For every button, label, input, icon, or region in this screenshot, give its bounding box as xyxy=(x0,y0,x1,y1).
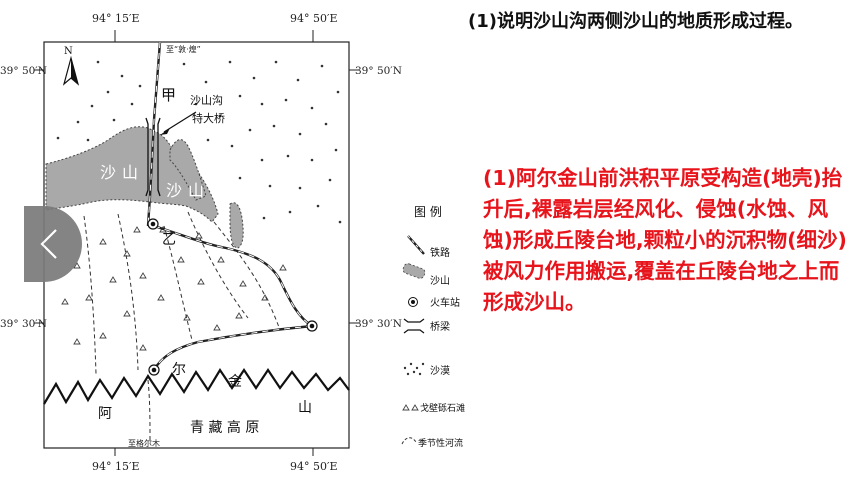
answer-text: (1)阿尔金山前洪积平原受构造(地壳)抬升后,裸露岩层经风化、侵蚀(水蚀、风蚀)… xyxy=(483,166,847,314)
sandhill-area xyxy=(45,126,219,223)
legend-gobi-icon xyxy=(402,404,419,411)
seasonal-rivers xyxy=(83,211,281,441)
question-text: (1)说明沙山沟两侧沙山的地质形成过程。 xyxy=(468,11,803,32)
mountain-label-2: 尔 xyxy=(172,362,186,378)
lon-bottom-left: 94° 15′E xyxy=(92,460,140,473)
legend-desert: 沙漠 xyxy=(430,365,450,377)
geologic-map: 94° 15′E 94° 50′E 94° 15′E 94° 50′E 39° … xyxy=(0,12,465,473)
bridge-label-2: 特大桥 xyxy=(192,111,225,125)
legend-bridge: 桥梁 xyxy=(430,320,450,333)
legend-railway: 铁路 xyxy=(430,246,450,259)
mountain-label-1: 阿 xyxy=(98,406,112,422)
legend-river-icon xyxy=(401,437,417,445)
route-to-golmud: 至格尔木 xyxy=(128,438,160,448)
legend-gobi: 戈壁砾石滩 xyxy=(420,402,465,414)
gobi-marks xyxy=(61,226,287,351)
mountain-ridge xyxy=(43,367,350,405)
bridge-label-1: 沙山沟 xyxy=(190,94,223,107)
legend-river: 季节性河流 xyxy=(418,437,463,449)
legend-station-icon xyxy=(408,297,418,307)
north-arrow-icon xyxy=(62,55,80,86)
north-label: N xyxy=(64,46,73,57)
lon-bottom-right: 94° 50′E xyxy=(290,460,338,473)
legend-sandhill: 沙山 xyxy=(430,275,450,287)
legend-station: 火车站 xyxy=(430,296,460,309)
plateau-label: 青 藏 高 原 xyxy=(190,419,259,436)
lat-top-left: 39° 50′N xyxy=(0,65,47,77)
sand-label-2: 山 xyxy=(122,163,138,182)
mountain-label-3: 金 xyxy=(228,374,242,390)
sand-label-3: 沙 xyxy=(166,181,182,200)
legend-title: 图 例 xyxy=(414,205,442,219)
sandhill-small xyxy=(229,202,244,249)
previous-button[interactable] xyxy=(24,206,82,282)
station-yi xyxy=(147,218,159,230)
bridge-symbol xyxy=(145,117,161,197)
legend-bridge-icon xyxy=(403,318,425,334)
chevron-left-icon xyxy=(40,229,57,259)
route-to-dunhuang: 至“敦·煌” xyxy=(166,44,201,54)
legend-sandhill-icon xyxy=(402,263,426,279)
lat-top-right: 39° 50′N xyxy=(355,65,402,77)
place-yi: 乙 xyxy=(162,232,176,248)
place-jia: 甲 xyxy=(161,86,176,104)
station-bottom-left xyxy=(148,364,160,376)
railway xyxy=(146,41,313,371)
lon-top-right: 94° 50′E xyxy=(290,12,338,25)
legend-railway-icon xyxy=(407,235,425,255)
lat-bottom-right: 39° 30′N xyxy=(355,318,402,330)
mountain-label-4: 山 xyxy=(298,400,312,416)
sandhill-right xyxy=(169,139,207,201)
legend-desert-icon xyxy=(403,362,425,376)
desert-dots xyxy=(56,60,342,224)
lat-bottom-left: 39° 30′N xyxy=(0,318,47,330)
sand-label-1: 沙 xyxy=(100,163,116,182)
station-bottom-right xyxy=(306,320,318,332)
sand-label-4: 山 xyxy=(188,181,204,200)
lon-top-left: 94° 15′E xyxy=(92,12,140,25)
